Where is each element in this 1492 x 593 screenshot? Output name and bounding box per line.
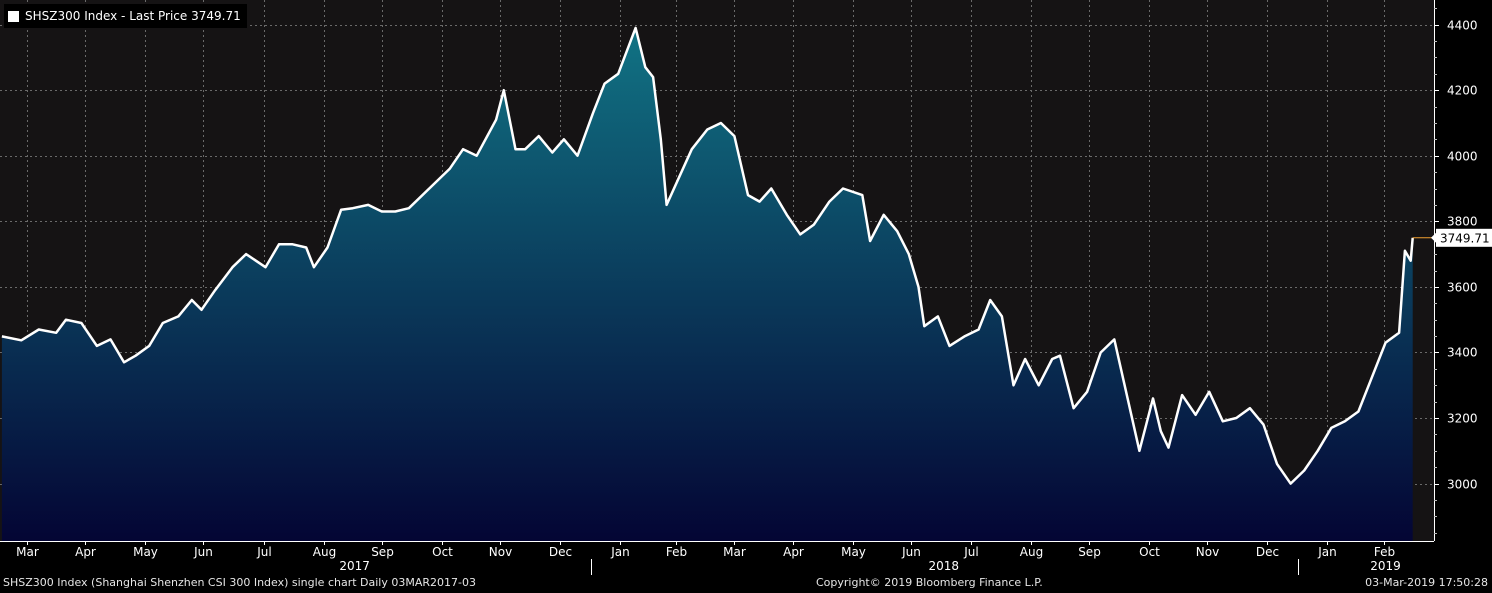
y-tick-label: 3600 — [1447, 281, 1478, 295]
y-tick-label: 4000 — [1447, 150, 1478, 164]
y-tick-label: 3800 — [1447, 215, 1478, 229]
x-tick-label: Feb — [1374, 545, 1395, 559]
x-tick-label: Oct — [432, 545, 453, 559]
legend-label: SHSZ300 Index - Last Price 3749.71 — [25, 9, 241, 23]
last-price-box — [1436, 228, 1492, 247]
footer-timestamp: 03-Mar-2019 17:50:28 — [1365, 576, 1488, 589]
series-line — [1, 26, 1414, 485]
x-tick-label: Dec — [1256, 545, 1279, 559]
x-axis: Mar Apr May Jun Jul Aug Sep Oct Nov Dec Jan Feb Mar A… — [16, 541, 1401, 575]
x-tick-label: Jun — [901, 545, 921, 559]
x-tick-label: Oct — [1139, 545, 1160, 559]
x-tick-label: Jul — [963, 545, 978, 559]
footer-description: SHSZ300 Index (Shanghai Shenzhen CSI 300… — [3, 576, 476, 589]
area-fill — [1, 27, 1413, 541]
y-tick-label: 3000 — [1447, 478, 1478, 492]
x-tick-label: Aug — [313, 545, 336, 559]
y-axis: 3000 3200 3400 3600 3800 4000 4200 4400 — [1434, 8, 1478, 534]
x-tick-label: Jan — [610, 545, 630, 559]
last-price-pointer — [1431, 232, 1436, 243]
y-tick-label: 3400 — [1447, 346, 1478, 360]
x-tick-label: Sep — [1078, 545, 1101, 559]
year-label: 2018 — [928, 559, 959, 573]
last-price-label: 3749.71 — [1440, 231, 1490, 245]
footer-copyright: Copyright© 2019 Bloomberg Finance L.P. — [816, 576, 1043, 589]
x-tick-label: Mar — [723, 545, 746, 559]
y-tick-label: 4200 — [1447, 84, 1478, 98]
x-tick-label: Apr — [783, 545, 804, 559]
legend-swatch — [8, 10, 19, 22]
x-tick-label: Mar — [16, 545, 39, 559]
x-tick-label: Sep — [371, 545, 394, 559]
year-label: 2017 — [339, 559, 370, 573]
x-tick-label: May — [841, 545, 866, 559]
x-tick-label: Nov — [489, 545, 512, 559]
x-tick-label: Dec — [549, 545, 572, 559]
y-tick-label: 3200 — [1447, 412, 1478, 426]
year-label: 2019 — [1370, 559, 1401, 573]
x-tick-label: Jun — [193, 545, 213, 559]
x-tick-label: Apr — [75, 545, 96, 559]
x-tick-label: Jan — [1317, 545, 1337, 559]
x-tick-label: Aug — [1020, 545, 1043, 559]
x-tick-label: May — [133, 545, 158, 559]
y-tick-label: 4400 — [1447, 19, 1478, 33]
chart-legend: SHSZ300 Index - Last Price 3749.71 — [4, 4, 247, 28]
x-tick-label: Nov — [1196, 545, 1219, 559]
x-tick-label: Feb — [666, 545, 687, 559]
last-price-marker: 3749.71 — [1412, 228, 1492, 247]
x-tick-label: Jul — [256, 545, 271, 559]
